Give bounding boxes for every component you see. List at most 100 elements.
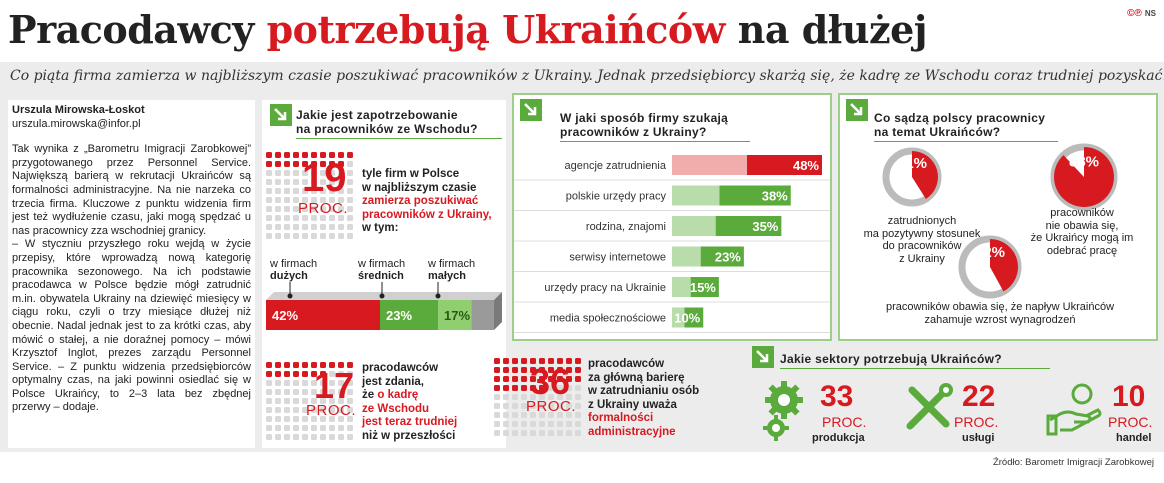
services-unit: PROC. (954, 414, 999, 430)
dot (347, 407, 353, 413)
dot (521, 367, 527, 373)
dot (293, 215, 299, 221)
dot (311, 188, 317, 194)
dot (293, 416, 299, 422)
op41-line4: z Ukrainy (899, 252, 945, 265)
dot (530, 358, 536, 364)
dot (266, 380, 272, 386)
dot (503, 421, 509, 427)
dot (566, 403, 572, 409)
dot (566, 358, 572, 364)
dot (293, 233, 299, 239)
cat-small: w firmach małych (428, 258, 475, 282)
dot (539, 421, 545, 427)
dot (284, 179, 290, 185)
dot (320, 434, 326, 440)
pie-42-label: 42% (975, 244, 1005, 261)
dot (512, 376, 518, 382)
dot (338, 215, 344, 221)
publisher-logo: ©℗ NS (1127, 8, 1156, 19)
dot (566, 430, 572, 436)
dot (302, 206, 308, 212)
dot (302, 389, 308, 395)
op42-line1: pracowników obawia się, że napływ Ukraiń… (885, 301, 1115, 313)
dot (575, 376, 581, 382)
dot (503, 403, 509, 409)
dot (293, 389, 299, 395)
dot (512, 367, 518, 373)
cat-large: w firmach dużych (270, 258, 317, 282)
demand-desc-red1: zamierza poszukiwać (362, 195, 479, 207)
dot (521, 358, 527, 364)
op88-line1: pracowników (1050, 207, 1114, 219)
dot (311, 416, 317, 422)
author-email[interactable]: urszula.mirowska@infor.pl (12, 117, 141, 130)
dot (548, 421, 554, 427)
bar-category-label: rodzina, znajomi (586, 221, 666, 233)
opinions-pies: 41% 88% 42% (882, 143, 1118, 299)
op88-line2: nie obawia się, (1045, 219, 1119, 232)
bar-category-label: polskie urzędy pracy (566, 191, 667, 203)
dot (566, 385, 572, 391)
dot (302, 179, 308, 185)
dot (548, 394, 554, 400)
arrow-icon (520, 99, 542, 121)
dot (329, 215, 335, 221)
op41-line1: zatrudnionych (887, 215, 957, 227)
dot (311, 380, 317, 386)
dot (320, 197, 326, 203)
dot (512, 430, 518, 436)
dot (266, 161, 272, 167)
logo-mark: ©℗ (1127, 8, 1142, 19)
dot (566, 376, 572, 382)
dot (266, 206, 272, 212)
dot (530, 421, 536, 427)
dot (539, 376, 545, 382)
stat36-line2: za główną barierę (588, 371, 685, 384)
dot (275, 416, 281, 422)
bar-value-label: 38% (762, 189, 788, 204)
dot (266, 425, 272, 431)
dot (284, 152, 290, 158)
dot (521, 430, 527, 436)
dot (293, 188, 299, 194)
dot (275, 215, 281, 221)
dot (347, 416, 353, 422)
dot (521, 421, 527, 427)
dot (521, 394, 527, 400)
dot (347, 152, 353, 158)
dot (503, 412, 509, 418)
dot (311, 233, 317, 239)
trade-name: handel (1116, 432, 1152, 444)
dot (311, 434, 317, 440)
page-title: Pracodawcy potrzebują Ukraińców na dłuże… (8, 6, 928, 54)
bar-value-label: 23% (715, 250, 741, 265)
dot (293, 425, 299, 431)
dot (539, 358, 545, 364)
title-highlight: potrzebują Ukraińców (266, 7, 726, 52)
dot (512, 358, 518, 364)
dot (329, 362, 335, 368)
dot (503, 367, 509, 373)
stat36-desc: pracodawców za główną barierę w zatrudni… (588, 358, 738, 439)
bar-category-label: agencje zatrudnienia (564, 160, 666, 172)
dot (320, 170, 326, 176)
demand-title-line1: Jakie jest zapotrzebowanie (296, 108, 458, 122)
dot (275, 407, 281, 413)
dot (539, 430, 545, 436)
dot (266, 434, 272, 440)
dot (302, 188, 308, 194)
dot (503, 430, 509, 436)
subtitle-bar (0, 62, 1164, 92)
dot (329, 197, 335, 203)
dot (503, 394, 509, 400)
bar-side-face (494, 292, 502, 330)
arrow-icon (846, 99, 868, 121)
production-name: produkcja (812, 432, 865, 444)
dot (338, 188, 344, 194)
bar-small (438, 300, 472, 330)
production-value: 33 (820, 380, 854, 413)
stat36-line1: pracodawców (588, 358, 665, 370)
dot (557, 358, 563, 364)
dot (347, 161, 353, 167)
